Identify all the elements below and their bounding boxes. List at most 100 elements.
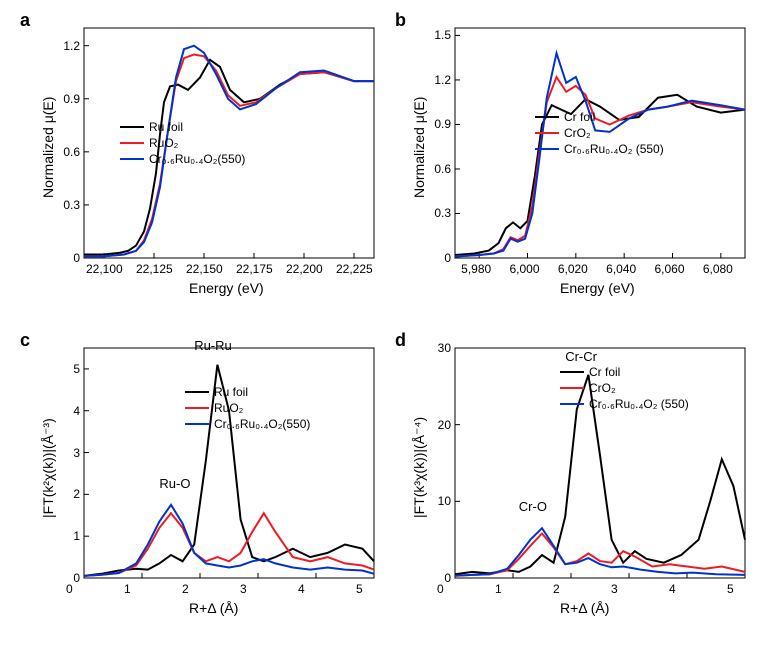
panel-label-b: b [395,10,406,31]
xtick-label: 6,040 [606,262,636,276]
xtick-label: 3 [611,582,618,596]
ytick-label: 10 [438,494,451,508]
legend-color-swatch [535,116,559,118]
ytick-label: 0.9 [63,92,80,106]
legend: Ru foil RuO₂ Cr₀.₆Ru₀.₄O₂(550) [120,120,245,168]
legend-label: RuO₂ [149,136,178,150]
legend-item: Ru foil [185,385,310,399]
xtick-label: 2 [182,582,189,596]
y-axis-label: Normalized μ(E) [411,97,427,198]
legend-item: Cr₀.₆Ru₀.₄O₂ (550) [535,142,664,156]
xtick-label: 6,060 [655,262,685,276]
panel-b: b5,9806,0006,0206,0406,0606,08000.30.60.… [395,10,755,310]
legend-color-swatch [560,403,584,405]
legend-label: Cr₀.₆Ru₀.₄O₂(550) [214,417,310,431]
legend-label: Cr foil [564,110,595,124]
legend-color-swatch [185,407,209,409]
legend-label: RuO₂ [214,401,243,415]
legend: Cr foil CrO₂ Cr₀.₆Ru₀.₄O₂ (550) [535,110,664,158]
legend-item: Cr foil [535,110,664,124]
xtick-label: 22,100 [86,262,123,276]
legend-item: CrO₂ [560,381,689,395]
xtick-label: 22,225 [336,262,373,276]
panel-label-c: c [20,330,30,351]
xtick-label: 5 [356,582,363,596]
legend-label: Ru foil [149,120,183,134]
xtick-label: 3 [240,582,247,596]
xtick-label: 1 [124,582,131,596]
series-line [84,505,374,576]
legend-item: RuO₂ [120,136,245,150]
legend-item: Ru foil [120,120,245,134]
ytick-label: 5 [73,362,80,376]
legend-color-swatch [535,148,559,150]
ytick-label: 1.2 [434,73,451,87]
xtick-label: 5,980 [461,262,491,276]
xtick-label: 1 [495,582,502,596]
ytick-label: 2 [73,487,80,501]
x-axis-label: R+Δ (Å) [189,600,238,616]
legend-label: CrO₂ [589,381,616,395]
xtick-label: 6,000 [510,262,540,276]
ytick-label: 0.9 [434,117,451,131]
xtick-label: 6,080 [703,262,733,276]
panel-label-d: d [395,330,406,351]
legend-color-swatch [120,126,144,128]
x-axis-label: R+Δ (Å) [560,600,609,616]
legend-color-swatch [120,158,144,160]
series-line [455,534,745,576]
legend-color-swatch [185,391,209,393]
ytick-label: 1.5 [434,28,451,42]
legend-label: CrO₂ [564,126,591,140]
legend-color-swatch [120,142,144,144]
panel-d: d0123450102030Cr-OCr-CrR+Δ (Å)|FT(k³χ(k)… [395,330,755,630]
ytick-label: 0.6 [63,145,80,159]
ytick-label: 1 [73,529,80,543]
ytick-label: 3 [73,446,80,460]
legend-item: Cr₀.₆Ru₀.₄O₂(550) [185,417,310,431]
ytick-label: 0.3 [434,206,451,220]
legend-label: Cr₀.₆Ru₀.₄O₂ (550) [589,397,689,411]
xtick-label: 22,200 [286,262,323,276]
xtick-label: 5 [727,582,734,596]
y-axis-label: |FT(k²χ(k))|(Å⁻³) [40,418,57,518]
ytick-label: 0 [73,251,80,265]
legend: Ru foil RuO₂ Cr₀.₆Ru₀.₄O₂(550) [185,385,310,433]
legend-item: Cr₀.₆Ru₀.₄O₂ (550) [560,397,689,411]
ytick-label: 20 [438,418,451,432]
ytick-label: 0 [444,251,451,265]
panel-a: a22,10022,12522,15022,17522,20022,22500.… [20,10,380,310]
y-axis-label: |FT(k³χ(k))|(Å⁻⁴) [411,417,428,518]
legend-item: RuO₂ [185,401,310,415]
legend-color-swatch [535,132,559,134]
ytick-label: 4 [73,404,80,418]
peak-label: Ru-Ru [194,338,232,353]
y-axis-label: Normalized μ(E) [40,97,56,198]
ytick-label: 0 [73,571,80,585]
legend-label: Cr foil [589,365,620,379]
legend-label: Cr₀.₆Ru₀.₄O₂ (550) [564,142,664,156]
plot-c [84,348,374,578]
ytick-label: 0.3 [63,198,80,212]
series-line [455,77,745,257]
panel-label-a: a [20,10,30,31]
ytick-label: 30 [438,341,451,355]
x-axis-label: Energy (eV) [189,280,264,296]
xtick-label: 2 [553,582,560,596]
legend-label: Ru foil [214,385,248,399]
peak-label: Ru-O [159,476,190,491]
xtick-label: 0 [437,582,444,596]
xtick-label: 4 [298,582,305,596]
legend-item: CrO₂ [535,126,664,140]
legend-color-swatch [560,371,584,373]
ytick-label: 1.2 [63,39,80,53]
ytick-label: 0.6 [434,162,451,176]
legend-item: Cr₀.₆Ru₀.₄O₂(550) [120,152,245,166]
legend-color-swatch [185,423,209,425]
legend-item: Cr foil [560,365,689,379]
xas-figure: a22,10022,12522,15022,17522,20022,22500.… [0,0,768,649]
xtick-label: 22,150 [186,262,223,276]
peak-label: Cr-O [519,499,547,514]
peak-label: Cr-Cr [565,349,597,364]
ytick-label: 0 [444,571,451,585]
